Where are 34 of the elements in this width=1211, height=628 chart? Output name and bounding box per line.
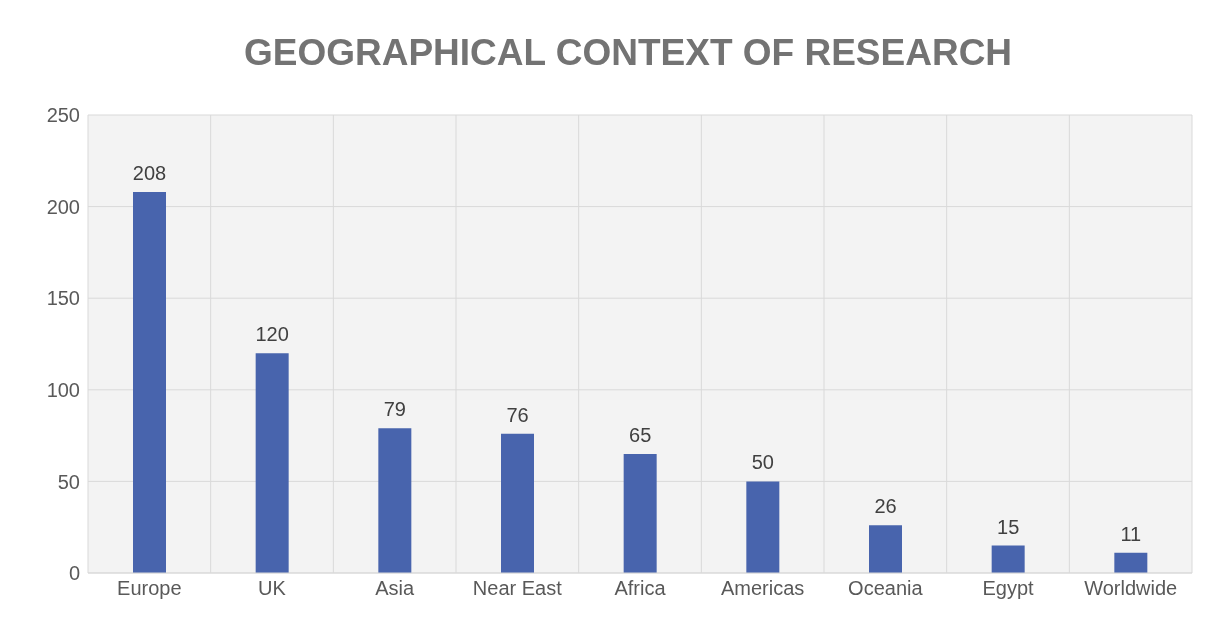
x-tick-label: Europe	[117, 577, 182, 600]
bar	[378, 428, 412, 573]
bar	[869, 525, 902, 573]
data-label: 65	[629, 423, 652, 446]
y-tick-label: 250	[46, 104, 80, 127]
x-tick-label: Egypt	[982, 577, 1035, 600]
bar	[623, 453, 657, 573]
x-tick-label: Asia	[375, 577, 415, 600]
data-label: 26	[874, 495, 897, 518]
bar	[1114, 552, 1148, 573]
data-label: 76	[506, 403, 529, 426]
data-label: 50	[751, 451, 774, 474]
bar	[255, 353, 289, 573]
x-tick-label: Africa	[614, 577, 667, 600]
x-tick-label: Near East	[472, 577, 563, 600]
x-tick-label: Worldwide	[1084, 577, 1178, 600]
data-label: 15	[997, 515, 1020, 538]
x-tick-label: Americas	[720, 577, 805, 600]
data-label: 120	[255, 323, 289, 346]
bar	[991, 545, 1025, 573]
bar	[746, 481, 780, 573]
x-tick-label: UK	[258, 577, 287, 600]
y-tick-label: 0	[68, 562, 80, 585]
y-tick-label: 200	[46, 195, 80, 218]
data-label: 208	[132, 161, 167, 184]
data-label: 11	[1120, 522, 1142, 545]
y-tick-label: 100	[46, 378, 80, 401]
bar	[501, 433, 534, 573]
y-tick-label: 50	[57, 470, 80, 493]
y-tick-label: 150	[46, 287, 80, 310]
x-tick-label: Oceania	[848, 577, 924, 600]
data-label: 79	[383, 398, 406, 421]
chart-title: GEOGRAPHICAL CONTEXT OF RESEARCH	[242, 31, 1014, 75]
bar	[133, 191, 166, 573]
